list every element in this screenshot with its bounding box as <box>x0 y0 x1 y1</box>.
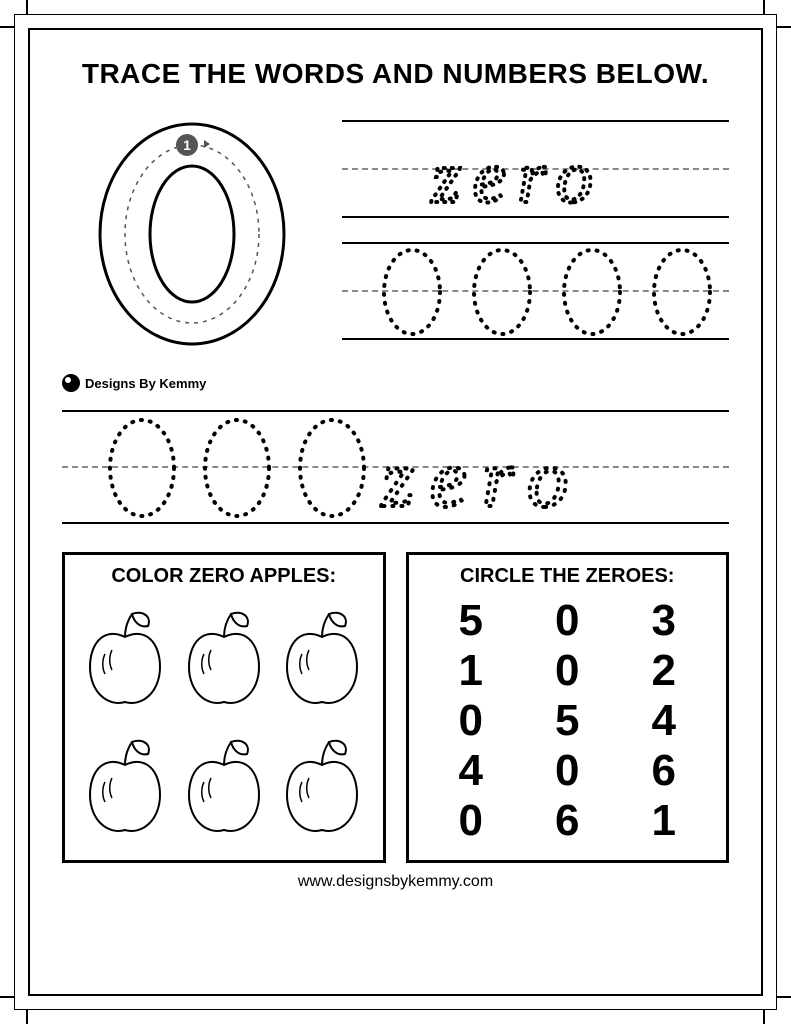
color-box-title: COLOR ZERO APPLES: <box>79 565 369 588</box>
apple-icon <box>80 730 170 840</box>
page-title: TRACE THE WORDS AND NUMBERS BELOW. <box>62 58 729 90</box>
trace-line-2 <box>342 242 729 338</box>
number-cell: 0 <box>423 796 520 846</box>
svg-text:zero: zero <box>381 433 584 524</box>
apples-grid <box>79 596 369 846</box>
frame-tick <box>0 26 14 28</box>
start-marker-number: 1 <box>183 137 191 153</box>
apple-item <box>276 596 369 718</box>
trace-mixed-row: zero <box>62 410 729 526</box>
color-apples-box: COLOR ZERO APPLES: <box>62 552 386 863</box>
apple-icon <box>277 730 367 840</box>
number-cell: 0 <box>519 646 616 696</box>
apple-item <box>178 724 271 846</box>
frame-tick <box>777 996 791 998</box>
worksheet-page: TRACE THE WORDS AND NUMBERS BELOW. 1 Des… <box>28 28 763 996</box>
top-section: 1 Designs By Kemmy zero <box>62 114 729 384</box>
number-cell: 0 <box>423 696 520 746</box>
number-cell: 5 <box>519 696 616 746</box>
number-cell: 4 <box>423 746 520 796</box>
number-cell: 5 <box>423 596 520 646</box>
frame-tick <box>26 1010 28 1024</box>
frame-tick <box>763 0 765 14</box>
attribution-text: Designs By Kemmy <box>85 376 206 391</box>
trace-zeros-row <box>342 242 729 338</box>
apple-icon <box>80 602 170 712</box>
frame-tick <box>0 996 14 998</box>
frame-tick <box>777 26 791 28</box>
apple-icon <box>179 730 269 840</box>
number-cell: 0 <box>519 746 616 796</box>
pencil-icon <box>62 374 80 392</box>
apple-item <box>79 724 172 846</box>
trace-line-1: zero <box>342 120 729 216</box>
attribution: Designs By Kemmy <box>62 374 206 392</box>
big-zero-trace: 1 Designs By Kemmy <box>62 114 322 384</box>
number-cell: 1 <box>616 796 713 846</box>
big-zero-svg: 1 <box>62 114 322 374</box>
writing-lines: zero <box>342 114 729 384</box>
number-cell: 6 <box>616 746 713 796</box>
number-cell: 1 <box>423 646 520 696</box>
apple-item <box>79 596 172 718</box>
trace-word-zero: zero <box>342 120 729 216</box>
apple-icon <box>179 602 269 712</box>
apple-item <box>276 724 369 846</box>
apple-item <box>178 596 271 718</box>
number-cell: 4 <box>616 696 713 746</box>
circle-box-title: CIRCLE THE ZEROES: <box>423 565 713 588</box>
number-cell: 0 <box>519 596 616 646</box>
trace-line-3: zero <box>62 410 729 526</box>
svg-text:zero: zero <box>431 137 605 216</box>
frame-tick <box>26 0 28 14</box>
circle-zeroes-box: CIRCLE THE ZEROES: 5 0 3 1 0 2 0 5 4 4 0… <box>406 552 730 863</box>
footer-url: www.designsbykemmy.com <box>62 873 729 891</box>
number-cell: 2 <box>616 646 713 696</box>
number-cell: 3 <box>616 596 713 646</box>
frame-tick <box>763 1010 765 1024</box>
bottom-section: COLOR ZERO APPLES: CIRCLE THE ZEROES: 5 … <box>62 552 729 863</box>
apple-icon <box>277 602 367 712</box>
number-cell: 6 <box>519 796 616 846</box>
numbers-grid: 5 0 3 1 0 2 0 5 4 4 0 6 0 6 1 <box>423 596 713 846</box>
